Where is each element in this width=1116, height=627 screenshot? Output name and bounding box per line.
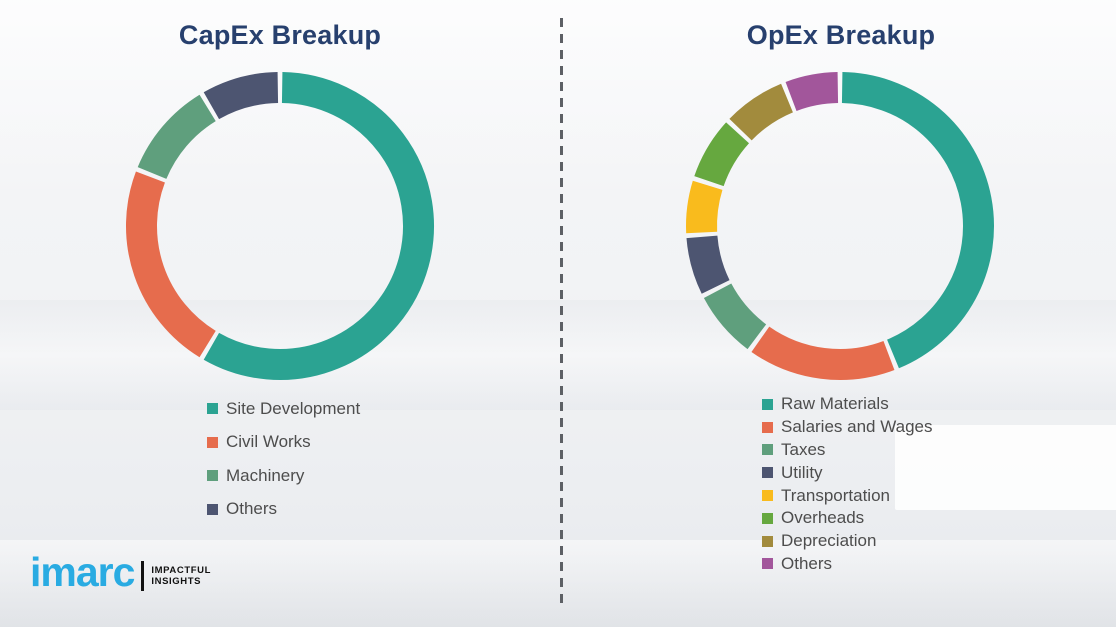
legend-swatch <box>762 535 773 547</box>
legend-item-machinery: Machinery <box>207 459 360 493</box>
opex-chart-title: OpEx Breakup <box>746 20 936 50</box>
donut-segment-others <box>785 72 839 112</box>
donut-segment-utility <box>686 235 730 294</box>
capex-chart-title: CapEx Breakup <box>178 20 382 50</box>
legend-swatch <box>762 467 773 479</box>
legend-label: Taxes <box>781 439 826 459</box>
legend-swatch <box>207 436 218 448</box>
donut-segment-raw-materials <box>841 72 994 369</box>
legend-swatch <box>207 470 218 482</box>
legend-label: Utility <box>781 462 823 482</box>
legend-swatch <box>762 512 773 524</box>
legend-swatch <box>762 398 773 410</box>
logo-tagline: IMPACTFUL INSIGHTS <box>151 565 211 587</box>
legend-item-raw-materials: Raw Materials <box>762 393 933 416</box>
legend-item-site-development: Site Development <box>207 392 360 426</box>
donut-segment-transportation <box>686 180 723 234</box>
legend-item-others-capex: Others <box>207 493 360 527</box>
donut-segment-depreciation <box>729 83 794 141</box>
legend-item-taxes: Taxes <box>762 439 933 462</box>
legend-label: Machinery <box>226 465 305 485</box>
logo-tagline-line2: INSIGHTS <box>151 575 202 587</box>
imarc-wordmark: imarc <box>30 549 135 595</box>
donut-segment-taxes <box>703 283 767 350</box>
legend-swatch <box>762 490 773 502</box>
legend-item-salaries-and-wages: Salaries and Wages <box>762 416 933 439</box>
opex-legend: Raw Materials Salaries and Wages Taxes U… <box>762 393 933 575</box>
vertical-dashed-divider <box>560 18 563 603</box>
donut-segment-site-development <box>203 72 434 380</box>
donut-segment-salaries-and-wages <box>751 326 895 380</box>
legend-item-overheads: Overheads <box>762 507 933 530</box>
legend-swatch <box>762 444 773 456</box>
legend-item-civil-works: Civil Works <box>207 426 360 460</box>
legend-label: Salaries and Wages <box>781 417 933 437</box>
legend-label: Raw Materials <box>781 394 889 414</box>
opex-donut-chart <box>686 72 994 380</box>
legend-label: Transportation <box>781 485 890 505</box>
donut-segment-machinery <box>137 94 217 180</box>
logo-tagline-line1: IMPACTFUL <box>151 564 211 576</box>
legend-label: Others <box>781 553 833 573</box>
imarc-logo: imarc IMPACTFUL INSIGHTS <box>30 552 211 593</box>
legend-label: Others <box>226 499 278 519</box>
legend-item-depreciation: Depreciation <box>762 530 933 553</box>
legend-item-others-opex: Others <box>762 553 933 576</box>
legend-label: Depreciation <box>781 531 877 551</box>
legend-item-utility: Utility <box>762 461 933 484</box>
legend-item-transportation: Transportation <box>762 484 933 507</box>
logo-divider-bar <box>141 560 145 591</box>
legend-swatch <box>207 503 218 515</box>
legend-label: Civil Works <box>226 432 311 452</box>
capex-donut-chart <box>126 72 434 380</box>
donut-segment-civil-works <box>126 171 217 358</box>
capex-legend: Site Development Civil Works Machinery O… <box>207 392 360 526</box>
donut-segment-overheads <box>694 122 750 187</box>
legend-swatch <box>762 558 773 570</box>
legend-swatch <box>207 403 218 415</box>
donut-segment-others <box>203 72 279 120</box>
legend-label: Overheads <box>781 508 865 528</box>
legend-label: Site Development <box>226 398 361 418</box>
legend-swatch <box>762 421 773 433</box>
